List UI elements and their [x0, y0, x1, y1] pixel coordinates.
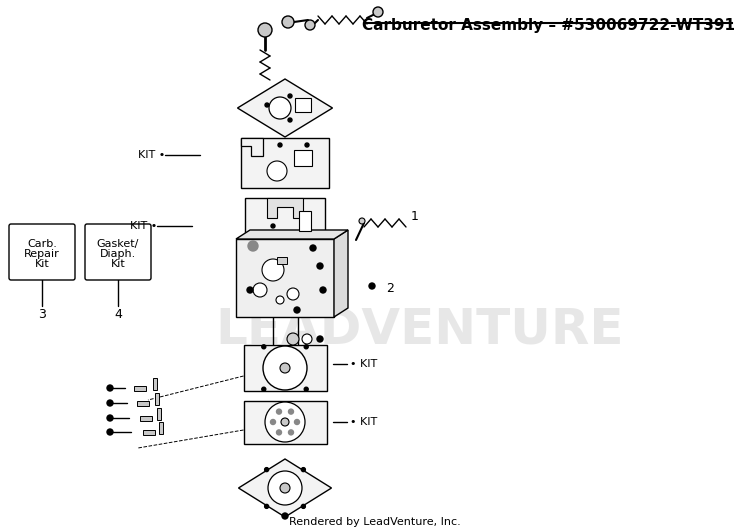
Circle shape — [107, 400, 113, 406]
Text: 1: 1 — [411, 210, 419, 222]
Circle shape — [271, 420, 275, 425]
Text: LEADVENTURE: LEADVENTURE — [216, 306, 624, 354]
Circle shape — [317, 263, 323, 269]
Circle shape — [262, 387, 266, 391]
Circle shape — [302, 468, 305, 471]
Text: • KIT: • KIT — [350, 359, 377, 369]
Circle shape — [267, 161, 287, 181]
Bar — [143, 429, 155, 435]
Circle shape — [317, 336, 323, 342]
Text: Kit: Kit — [111, 259, 125, 269]
Circle shape — [248, 241, 258, 251]
Circle shape — [258, 23, 272, 37]
Text: Diaph.: Diaph. — [100, 249, 136, 259]
Circle shape — [289, 409, 293, 414]
Text: Carb.: Carb. — [27, 239, 57, 249]
Circle shape — [263, 346, 307, 390]
Circle shape — [107, 385, 113, 391]
Bar — [134, 386, 146, 390]
Text: 3: 3 — [38, 307, 46, 320]
Bar — [295, 98, 311, 112]
Circle shape — [277, 409, 281, 414]
Text: Repair: Repair — [24, 249, 60, 259]
Circle shape — [302, 334, 312, 344]
Text: Gasket/: Gasket/ — [97, 239, 140, 249]
Circle shape — [281, 418, 289, 426]
Polygon shape — [238, 459, 332, 517]
Circle shape — [282, 16, 294, 28]
Bar — [157, 408, 161, 420]
Bar — [241, 138, 329, 188]
Circle shape — [288, 94, 292, 98]
Bar — [294, 150, 312, 166]
FancyBboxPatch shape — [9, 224, 75, 280]
Circle shape — [304, 345, 308, 349]
Circle shape — [265, 402, 305, 442]
Circle shape — [268, 471, 302, 505]
Bar — [277, 256, 287, 263]
Bar — [244, 345, 326, 391]
FancyBboxPatch shape — [85, 224, 151, 280]
Bar — [245, 198, 325, 238]
Circle shape — [288, 118, 292, 122]
Polygon shape — [334, 230, 348, 317]
Circle shape — [262, 259, 284, 281]
Circle shape — [269, 97, 291, 119]
Polygon shape — [267, 198, 303, 218]
Circle shape — [289, 430, 293, 435]
Circle shape — [287, 333, 299, 345]
Circle shape — [305, 143, 309, 147]
Circle shape — [302, 504, 305, 509]
Circle shape — [253, 283, 267, 297]
Circle shape — [369, 283, 375, 289]
Polygon shape — [238, 79, 332, 137]
Circle shape — [265, 103, 269, 107]
Bar — [236, 239, 334, 317]
Circle shape — [373, 7, 383, 17]
Circle shape — [107, 429, 113, 435]
Circle shape — [359, 218, 365, 224]
Circle shape — [282, 513, 288, 519]
Circle shape — [310, 245, 316, 251]
Polygon shape — [241, 138, 263, 156]
Circle shape — [278, 143, 282, 147]
Circle shape — [280, 483, 290, 493]
Circle shape — [287, 288, 299, 300]
Circle shape — [276, 296, 284, 304]
Circle shape — [295, 420, 299, 425]
Text: 4: 4 — [114, 307, 122, 320]
Bar — [299, 211, 311, 231]
Circle shape — [265, 468, 268, 471]
Circle shape — [262, 345, 266, 349]
Circle shape — [265, 504, 268, 509]
Polygon shape — [236, 230, 348, 239]
Text: Carburetor Assembly – #530069722-WT391: Carburetor Assembly – #530069722-WT391 — [362, 18, 734, 33]
Circle shape — [107, 415, 113, 421]
Circle shape — [305, 20, 315, 30]
Bar — [244, 401, 326, 444]
Text: 2: 2 — [386, 281, 394, 295]
Text: KIT •: KIT • — [130, 221, 157, 231]
Circle shape — [320, 287, 326, 293]
Bar — [140, 415, 152, 420]
Circle shape — [304, 387, 308, 391]
Circle shape — [277, 430, 281, 435]
Text: • KIT: • KIT — [350, 417, 377, 427]
Circle shape — [294, 307, 300, 313]
Bar — [155, 393, 159, 405]
Circle shape — [247, 287, 253, 293]
Circle shape — [280, 363, 290, 373]
Bar — [159, 422, 163, 434]
Text: Rendered by LeadVenture, Inc.: Rendered by LeadVenture, Inc. — [290, 517, 460, 527]
Bar — [153, 378, 157, 390]
Text: KIT •: KIT • — [138, 150, 165, 160]
Circle shape — [271, 224, 275, 228]
Bar — [137, 401, 149, 405]
Text: Kit: Kit — [34, 259, 50, 269]
